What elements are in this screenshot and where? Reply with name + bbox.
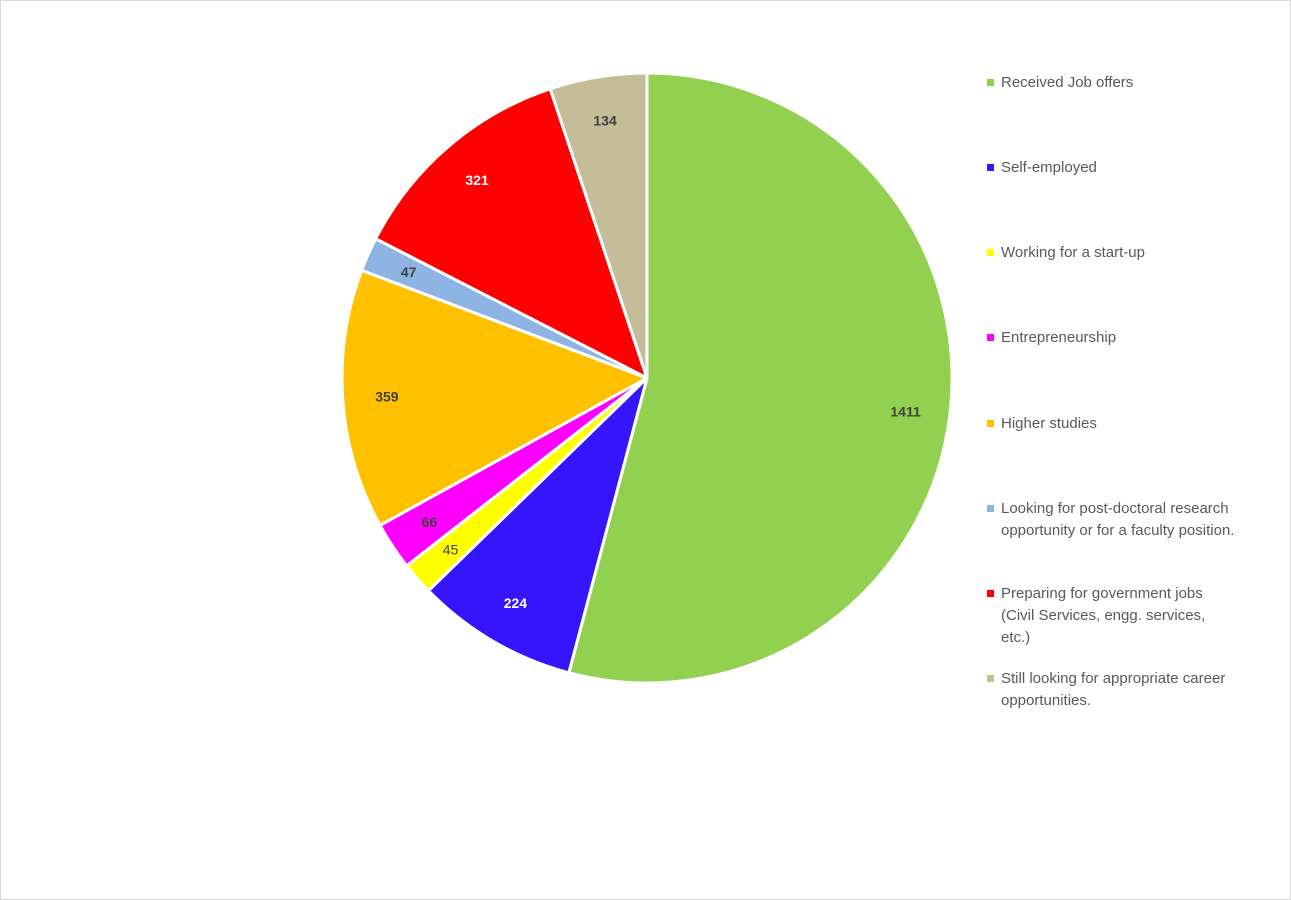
legend-label: Preparing for government jobs (Civil Ser…	[1001, 585, 1206, 646]
legend-label: Working for a start-up	[1001, 244, 1145, 261]
legend-label: Looking for post-doctoral research oppor…	[1001, 500, 1235, 539]
legend-label: Higher studies	[1001, 415, 1097, 432]
legend-item: Self-employed	[987, 157, 1237, 179]
legend-item: Looking for post-doctoral research oppor…	[987, 498, 1237, 542]
pie-slice	[567, 71, 954, 685]
slice-data-label: 321	[465, 172, 489, 188]
slice-data-label: 1411	[890, 404, 921, 420]
legend-label: Entrepreneurship	[1001, 329, 1117, 346]
pie-slice	[426, 376, 649, 675]
pie-slice	[548, 71, 649, 380]
legend-swatch	[987, 590, 994, 597]
legend-swatch	[987, 420, 994, 427]
slice-data-label: 224	[504, 595, 528, 611]
legend-swatch	[987, 505, 994, 512]
pie-slice	[374, 87, 649, 380]
slice-data-label: 134	[593, 113, 617, 129]
legend-label: Self-employed	[1001, 159, 1097, 176]
slice-data-label: 359	[375, 389, 399, 405]
legend-item: Still looking for appropriate career opp…	[987, 668, 1237, 712]
slice-data-label: 47	[401, 264, 417, 280]
slice-data-label: 45	[443, 541, 459, 557]
legend-label: Received Job offers	[1001, 74, 1134, 91]
legend-item: Entrepreneurship	[987, 327, 1237, 349]
legend-label: Still looking for appropriate career opp…	[1001, 670, 1226, 709]
legend-item: Preparing for government jobs (Civil Ser…	[987, 583, 1237, 649]
legend-swatch	[987, 675, 994, 682]
slice-data-label: 66	[422, 514, 438, 530]
legend-swatch	[987, 79, 994, 86]
legend-item: Higher studies	[987, 413, 1237, 435]
legend-swatch	[987, 249, 994, 256]
pie-slice	[340, 268, 649, 527]
legend-item: Working for a start-up	[987, 242, 1237, 264]
legend-item: Received Job offers	[987, 72, 1237, 94]
legend-swatch	[987, 334, 994, 341]
legend-swatch	[987, 164, 994, 171]
